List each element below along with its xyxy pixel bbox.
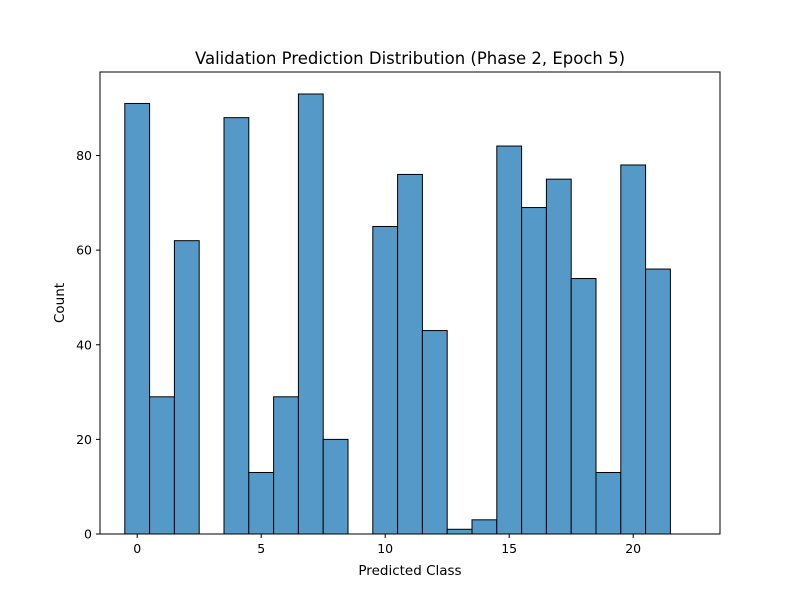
- bar-class-11: [397, 173, 423, 535]
- y-axis-label: Count: [52, 283, 68, 323]
- bar-class-4: [223, 117, 250, 535]
- bar-class-10: [372, 225, 399, 535]
- bars-group: [124, 93, 671, 535]
- x-tick-label: 10: [377, 541, 393, 556]
- bar-class-13: [446, 528, 473, 535]
- bar-class-21: [645, 268, 671, 535]
- bar-class-8: [322, 438, 349, 535]
- y-tick-label: 80: [76, 148, 92, 163]
- bar-class-20: [620, 164, 647, 535]
- bar-class-19: [595, 471, 622, 535]
- bar-class-1: [149, 396, 175, 535]
- bar-class-5: [248, 471, 275, 535]
- bar-class-2: [173, 240, 200, 535]
- bar-class-17: [545, 178, 572, 535]
- x-tick-label: 15: [501, 541, 517, 556]
- x-tick-label: 5: [257, 541, 265, 556]
- y-tick-label: 0: [84, 527, 92, 542]
- y-tick-label: 40: [76, 337, 92, 352]
- x-axis-label: Predicted Class: [358, 563, 461, 579]
- bar-class-12: [421, 330, 448, 535]
- x-tick-label: 20: [625, 541, 641, 556]
- y-tick-label: 60: [76, 243, 92, 258]
- bar-class-18: [570, 278, 597, 535]
- bar-class-7: [297, 93, 324, 535]
- bar-class-0: [124, 102, 151, 535]
- y-tick-label: 20: [76, 432, 92, 447]
- bar-class-16: [521, 207, 547, 535]
- x-tick-label: 0: [133, 541, 141, 556]
- ticks-group: 0 5 10 15 20 0 20 40 60 80: [76, 148, 641, 556]
- bar-class-14: [471, 519, 498, 535]
- chart-title: Validation Prediction Distribution (Phas…: [195, 49, 625, 68]
- bar-class-6: [273, 396, 299, 535]
- plot-frame: [99, 71, 721, 535]
- bar-class-15: [496, 145, 523, 535]
